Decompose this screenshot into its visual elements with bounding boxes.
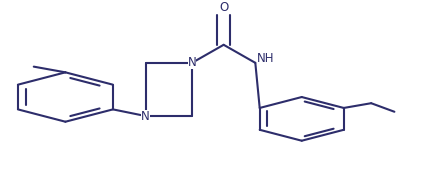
Text: N: N (141, 109, 150, 122)
Text: NH: NH (257, 52, 275, 65)
Text: O: O (219, 1, 228, 14)
Text: N: N (188, 56, 196, 69)
